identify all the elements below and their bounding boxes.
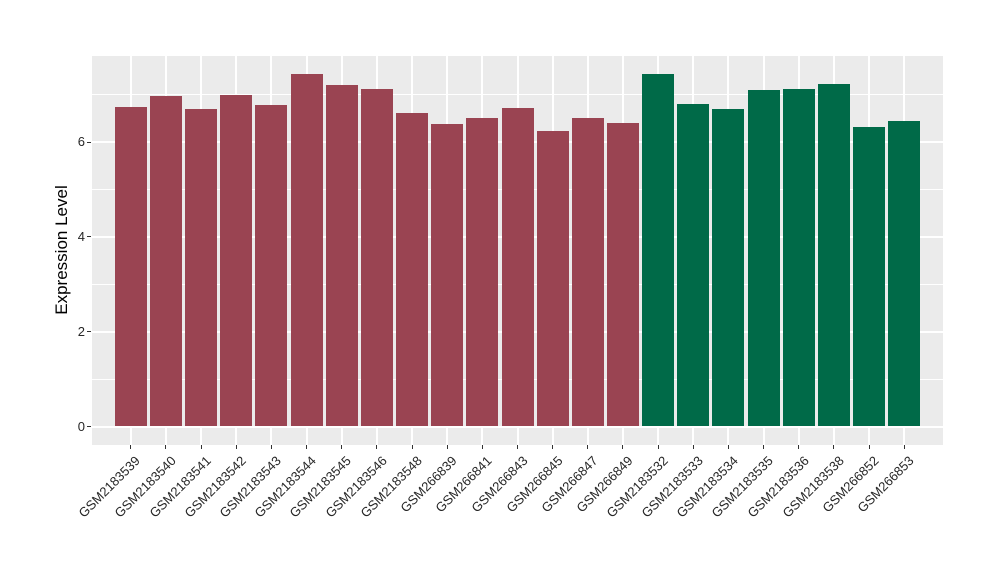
- bar-GSM2183548: [396, 112, 428, 427]
- bar-GSM2183540: [149, 96, 182, 427]
- x-tick-GSM2183544: [306, 445, 307, 449]
- y-tick-0: [87, 426, 91, 427]
- bar-GSM266839: [431, 124, 464, 427]
- x-tick-GSM2183532: [657, 445, 659, 449]
- bar-GSM2183535: [747, 90, 780, 427]
- x-tick-GSM2183546: [376, 445, 378, 449]
- x-tick-GSM2183534: [727, 445, 729, 449]
- bar-GSM2183543: [255, 104, 288, 427]
- y-tick-2: [87, 331, 91, 333]
- bar-GSM266847: [571, 118, 604, 427]
- bar-GSM266849: [606, 122, 639, 427]
- x-tick-GSM2183542: [235, 445, 237, 449]
- bar-GSM266853: [888, 121, 921, 427]
- y-tick-6: [87, 141, 91, 143]
- y-tick-label-6: 6: [77, 134, 85, 150]
- y-tick-label-2: 2: [77, 323, 85, 339]
- x-tick-GSM2183541: [200, 445, 202, 449]
- x-tick-GSM266852: [868, 445, 870, 449]
- bar-GSM2183546: [360, 89, 393, 427]
- x-tick-GSM266841: [481, 445, 483, 449]
- bar-GSM2183538: [817, 84, 850, 427]
- x-tick-GSM2183545: [341, 445, 343, 449]
- x-tick-GSM2183540: [165, 445, 167, 449]
- bar-GSM2183544: [290, 73, 323, 427]
- x-tick-GSM2183539: [130, 445, 132, 449]
- bar-GSM2183539: [114, 107, 147, 427]
- bar-GSM2183541: [185, 109, 217, 427]
- x-tick-GSM266853: [903, 445, 905, 449]
- x-tick-GSM2183538: [833, 445, 835, 449]
- x-tick-GSM2183535: [763, 445, 765, 449]
- bar-GSM2183542: [220, 94, 253, 427]
- x-tick-GSM266843: [517, 445, 518, 449]
- x-tick-GSM266839: [446, 445, 448, 449]
- x-tick-GSM2183543: [270, 445, 272, 449]
- y-tick-label-0: 0: [77, 418, 85, 434]
- bar-GSM2183533: [677, 103, 710, 427]
- x-tick-GSM2183536: [798, 445, 800, 449]
- bar-GSM266841: [466, 118, 499, 427]
- x-tick-GSM2183548: [411, 445, 413, 449]
- bar-GSM2183534: [712, 108, 745, 427]
- bar-GSM266845: [536, 131, 569, 427]
- x-tick-GSM266847: [587, 445, 589, 449]
- bar-GSM2183532: [642, 74, 675, 427]
- y-axis-title: Expression Level: [52, 185, 71, 315]
- x-tick-GSM2183533: [692, 445, 694, 449]
- y-tick-4: [87, 236, 91, 238]
- bar-GSM2183536: [782, 89, 815, 427]
- plot-panel: [92, 56, 943, 445]
- x-tick-GSM266849: [622, 445, 624, 449]
- bar-GSM266852: [853, 127, 886, 427]
- x-tick-GSM266845: [552, 445, 554, 449]
- y-tick-label-4: 4: [77, 228, 85, 244]
- bar-GSM2183545: [325, 85, 358, 427]
- bar-GSM266843: [501, 108, 534, 427]
